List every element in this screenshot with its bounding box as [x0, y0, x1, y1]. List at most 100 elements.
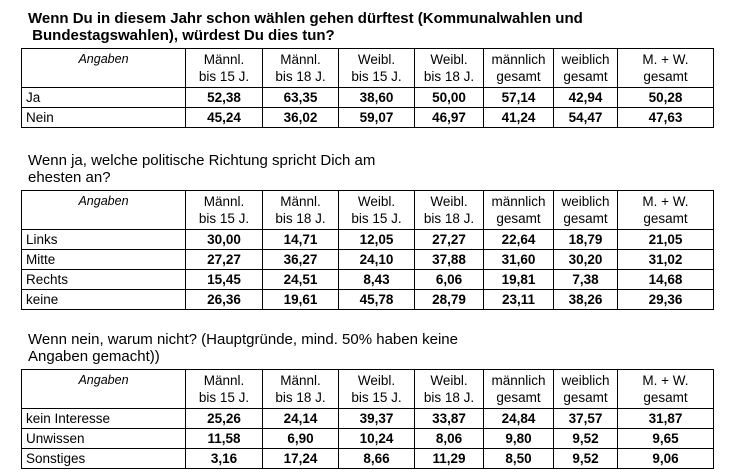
data-cell: 37,88: [414, 249, 484, 270]
section-reasons-no: Wenn nein, warum nicht? (Hauptgründe, mi…: [21, 331, 740, 469]
data-cell: 31,87: [617, 408, 714, 429]
data-cell: 47,63: [617, 107, 714, 128]
data-cell: 12,05: [338, 229, 415, 250]
row-label: Links: [21, 229, 186, 250]
data-cell: 8,66: [338, 448, 415, 469]
table-row-nein: Nein 45,24 36,02 59,07 46,97 41,24 54,47…: [21, 107, 714, 128]
data-cell: 17,24: [262, 448, 339, 469]
column-header-weibl-18: Weibl. bis 18 J.: [414, 48, 484, 88]
data-cell: 42,94: [553, 87, 618, 108]
political-direction-table: Angaben Männl. bis 15 J. Männl. bis 18 J…: [21, 190, 714, 310]
section-voting-intent: Wenn Du in diesem Jahr schon wählen gehe…: [21, 10, 740, 128]
data-cell: 46,97: [414, 107, 484, 128]
data-cell: 18,79: [553, 229, 618, 250]
column-header-maennlich-gesamt: männlich gesamt: [483, 369, 554, 409]
column-header-weibl-18: Weibl. bis 18 J.: [414, 369, 484, 409]
table-row-mitte: Mitte 27,27 36,27 24,10 37,88 31,60 30,2…: [21, 249, 714, 270]
column-header-angaben: Angaben: [21, 369, 186, 409]
table-row-ja: Ja 52,38 63,35 38,60 50,00 57,14 42,94 5…: [21, 87, 714, 108]
column-header-weibl-15: Weibl. bis 15 J.: [338, 48, 415, 88]
data-cell: 9,80: [483, 428, 554, 449]
data-cell: 63,35: [262, 87, 339, 108]
table-row-rechts: Rechts 15,45 24,51 8,43 6,06 19,81 7,38 …: [21, 269, 714, 290]
data-cell: 30,00: [185, 229, 263, 250]
data-cell: 31,60: [483, 249, 554, 270]
row-label: Unwissen: [21, 428, 186, 449]
data-cell: 57,14: [483, 87, 554, 108]
column-header-weibl-18: Weibl. bis 18 J.: [414, 190, 484, 230]
data-cell: 3,16: [185, 448, 263, 469]
data-cell: 27,27: [414, 229, 484, 250]
data-cell: 29,36: [617, 289, 714, 310]
column-header-weibl-15: Weibl. bis 15 J.: [338, 190, 415, 230]
data-cell: 11,29: [414, 448, 484, 469]
data-cell: 10,24: [338, 428, 415, 449]
column-header-weiblich-gesamt: weiblich gesamt: [553, 190, 618, 230]
data-cell: 28,79: [414, 289, 484, 310]
data-cell: 19,81: [483, 269, 554, 290]
data-cell: 6,06: [414, 269, 484, 290]
data-cell: 9,52: [553, 448, 618, 469]
data-cell: 27,27: [185, 249, 263, 270]
data-cell: 38,26: [553, 289, 618, 310]
column-header-maennl-18: Männl. bis 18 J.: [262, 369, 339, 409]
data-cell: 9,06: [617, 448, 714, 469]
column-header-mw-gesamt: M. + W. gesamt: [617, 369, 714, 409]
row-label: Ja: [21, 87, 186, 108]
data-cell: 50,00: [414, 87, 484, 108]
header-row: Angaben Männl. bis 15 J. Männl. bis 18 J…: [21, 369, 714, 409]
row-label: kein Interesse: [21, 408, 186, 429]
data-cell: 45,24: [185, 107, 263, 128]
table-row-unwissen: Unwissen 11,58 6,90 10,24 8,06 9,80 9,52…: [21, 428, 714, 449]
data-cell: 14,68: [617, 269, 714, 290]
section-political-direction: Wenn ja, welche politische Richtung spri…: [21, 152, 740, 310]
section-title: Wenn Du in diesem Jahr schon wählen gehe…: [28, 10, 583, 44]
column-header-maennl-18: Männl. bis 18 J.: [262, 190, 339, 230]
table-row-links: Links 30,00 14,71 12,05 27,27 22,64 18,7…: [21, 229, 714, 250]
row-label: Sonstiges: [21, 448, 186, 469]
data-cell: 24,84: [483, 408, 554, 429]
data-cell: 31,02: [617, 249, 714, 270]
data-cell: 21,05: [617, 229, 714, 250]
voting-intent-table: Angaben Männl. bis 15 J. Männl. bis 18 J…: [21, 48, 714, 128]
column-header-weiblich-gesamt: weiblich gesamt: [553, 48, 618, 88]
data-cell: 11,58: [185, 428, 263, 449]
data-cell: 54,47: [553, 107, 618, 128]
header-row: Angaben Männl. bis 15 J. Männl. bis 18 J…: [21, 48, 714, 88]
table-row-keine: keine 26,36 19,61 45,78 28,79 23,11 38,2…: [21, 289, 714, 310]
data-cell: 45,78: [338, 289, 415, 310]
row-label: Nein: [21, 107, 186, 128]
row-label: Rechts: [21, 269, 186, 290]
data-cell: 26,36: [185, 289, 263, 310]
data-cell: 14,71: [262, 229, 339, 250]
data-cell: 37,57: [553, 408, 618, 429]
data-cell: 8,43: [338, 269, 415, 290]
data-cell: 52,38: [185, 87, 263, 108]
data-cell: 39,37: [338, 408, 415, 429]
column-header-angaben: Angaben: [21, 190, 186, 230]
data-cell: 6,90: [262, 428, 339, 449]
data-cell: 41,24: [483, 107, 554, 128]
data-cell: 24,14: [262, 408, 339, 429]
column-header-mw-gesamt: M. + W. gesamt: [617, 190, 714, 230]
column-header-maennl-15: Männl. bis 15 J.: [185, 369, 263, 409]
data-cell: 33,87: [414, 408, 484, 429]
data-cell: 19,61: [262, 289, 339, 310]
data-cell: 36,27: [262, 249, 339, 270]
data-cell: 9,65: [617, 428, 714, 449]
data-cell: 24,51: [262, 269, 339, 290]
row-label: keine: [21, 289, 186, 310]
data-cell: 50,28: [617, 87, 714, 108]
data-cell: 24,10: [338, 249, 415, 270]
data-cell: 38,60: [338, 87, 415, 108]
column-header-maennl-15: Männl. bis 15 J.: [185, 48, 263, 88]
column-header-angaben: Angaben: [21, 48, 186, 88]
data-cell: 23,11: [483, 289, 554, 310]
header-row: Angaben Männl. bis 15 J. Männl. bis 18 J…: [21, 190, 714, 230]
data-cell: 59,07: [338, 107, 415, 128]
column-header-weibl-15: Weibl. bis 15 J.: [338, 369, 415, 409]
data-cell: 30,20: [553, 249, 618, 270]
data-cell: 9,52: [553, 428, 618, 449]
data-cell: 15,45: [185, 269, 263, 290]
